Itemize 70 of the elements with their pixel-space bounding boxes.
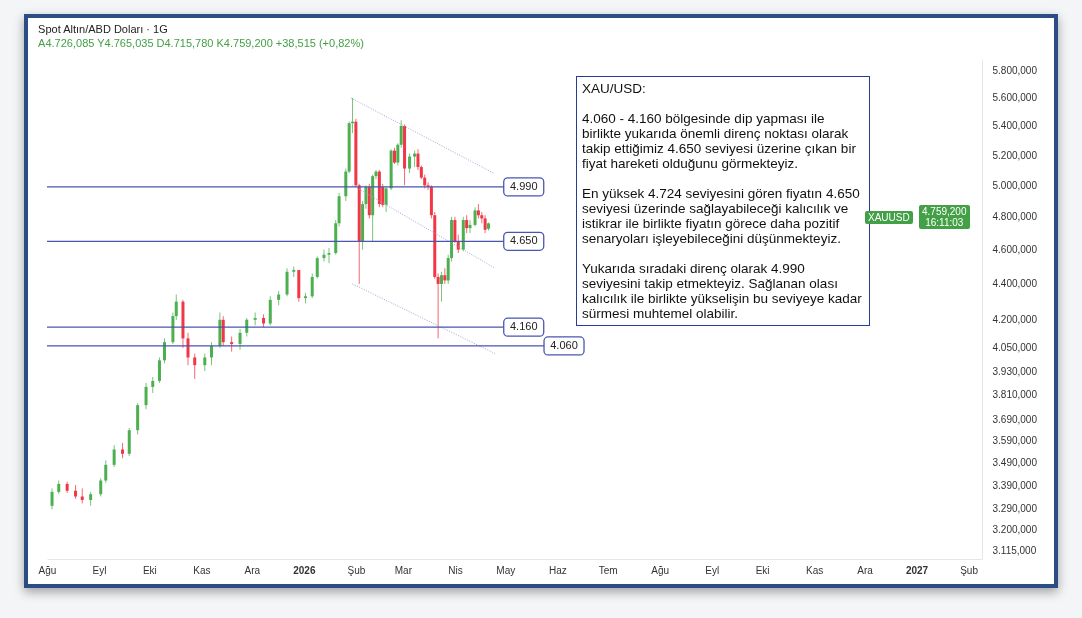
candlestick xyxy=(468,219,472,234)
candlestick xyxy=(238,328,242,351)
y-tick-label: 4.600,000 xyxy=(992,244,1038,256)
candlestick xyxy=(99,477,103,497)
y-tick-label: 4.400,000 xyxy=(992,278,1038,290)
candlestick xyxy=(439,271,443,303)
y-tick-label: 5.600,000 xyxy=(992,92,1038,104)
ref-line-label: 4.060 xyxy=(550,338,578,351)
candlestick xyxy=(327,247,331,264)
chart-title: Spot Altın/ABD Doları · 1G xyxy=(38,23,168,35)
y-tick-label: 3.200,000 xyxy=(992,524,1038,536)
candlestick xyxy=(310,272,314,299)
y-tick-label: 3.115,000 xyxy=(992,544,1037,556)
x-tick-label: Mar xyxy=(394,564,413,576)
x-tick-label: 2026 xyxy=(293,564,316,576)
y-tick-label: 3.290,000 xyxy=(992,502,1038,514)
x-tick-label: Şub xyxy=(960,564,979,576)
x-tick-label: 2027 xyxy=(905,564,929,576)
x-tick-label: Eki xyxy=(755,564,770,576)
y-tick-label: 5.200,000 xyxy=(992,149,1038,161)
y-tick-label: 5.400,000 xyxy=(992,120,1038,132)
x-tick-label: Kas xyxy=(806,564,824,576)
candlestick xyxy=(127,427,131,457)
x-tick-label: Tem xyxy=(598,564,618,576)
candlestick xyxy=(268,295,272,326)
x-tick-label: Haz xyxy=(548,564,567,576)
x-tick-label: Ağu xyxy=(651,564,670,576)
candlestick xyxy=(112,444,116,468)
candlestick xyxy=(221,315,225,347)
candlestick xyxy=(50,487,54,510)
x-tick-label: May xyxy=(496,564,516,576)
y-tick-label: 3.590,000 xyxy=(992,435,1038,447)
candlestick xyxy=(104,459,108,484)
candlestick xyxy=(473,206,477,228)
y-tick-label: 4.200,000 xyxy=(992,314,1038,326)
candlestick xyxy=(408,153,412,174)
candlestick xyxy=(245,317,249,338)
candlestick xyxy=(285,267,289,297)
candlestick xyxy=(193,353,197,380)
y-tick-label: 5.000,000 xyxy=(992,179,1038,191)
y-tick-label: 5.800,000 xyxy=(992,65,1038,77)
y-tick-label: 4.800,000 xyxy=(992,211,1038,223)
y-tick-label: 3.490,000 xyxy=(992,457,1038,469)
x-tick-label: Eki xyxy=(142,564,157,576)
y-tick-label: 4.050,000 xyxy=(992,342,1038,354)
x-tick-label: Kas xyxy=(193,564,211,576)
candlestick xyxy=(322,249,326,262)
y-tick-label: 3.690,000 xyxy=(992,414,1038,426)
candlestick xyxy=(144,382,148,410)
chart-subtitle: A4.726,085 Y4.765,035 D4.715,780 K4.759,200 +38,515 (+0,82%) xyxy=(38,37,364,49)
x-tick-label: Şub xyxy=(347,564,366,576)
y-tick-label: 3.390,000 xyxy=(992,479,1038,491)
x-tick-label: Ağu xyxy=(38,564,57,576)
candlestick xyxy=(384,186,388,213)
y-tick-label: 3.930,000 xyxy=(992,365,1038,377)
annotation: XAUUSD xyxy=(865,210,913,224)
annotation: 4.759,200 16:11:03 xyxy=(919,205,970,230)
x-tick-label: Eyl xyxy=(92,564,107,576)
ref-line-label: 4.990 xyxy=(509,179,538,192)
x-tick-label: Ara xyxy=(857,564,874,576)
text: XAU/USD: 4.060 - 4.160 bölgesinde dip yapması ile birlikte yukarıda önemli direnç noktası olarak takip ettiğimiz 4.650 seviyesi üzerine çıkan bir fiyat hareketi olduğunu görmekteyiz. En yüksek 4.724 seviyesini gören fiyatın 4.650 seviyesi üzerinde sağlayabileceği kalıcılık ve istikrar ile birlikte fiyatın görece daha pozitif senaryoları işleyebileceğini düşünmekteyiz. Yukarıda sıradaki direnç olarak 4.990 seviyesini takip etmekteyiz. Sağlanan olası kalıcılık ile birlikte yükselişin bu seviyeye kadar sürmesi muhtemel olabilir. xyxy=(582,81,862,321)
ref-line-label: 4.650 xyxy=(509,234,538,247)
candlestick xyxy=(399,119,403,149)
ref-line-label: 4.160 xyxy=(509,320,538,333)
x-tick-label: Nis xyxy=(448,564,463,576)
candlestick xyxy=(315,255,319,280)
x-tick-label: Ara xyxy=(244,564,261,576)
candlestick xyxy=(157,356,161,384)
y-tick-label: 3.810,000 xyxy=(992,389,1038,401)
x-tick-label: Eyl xyxy=(705,564,720,576)
